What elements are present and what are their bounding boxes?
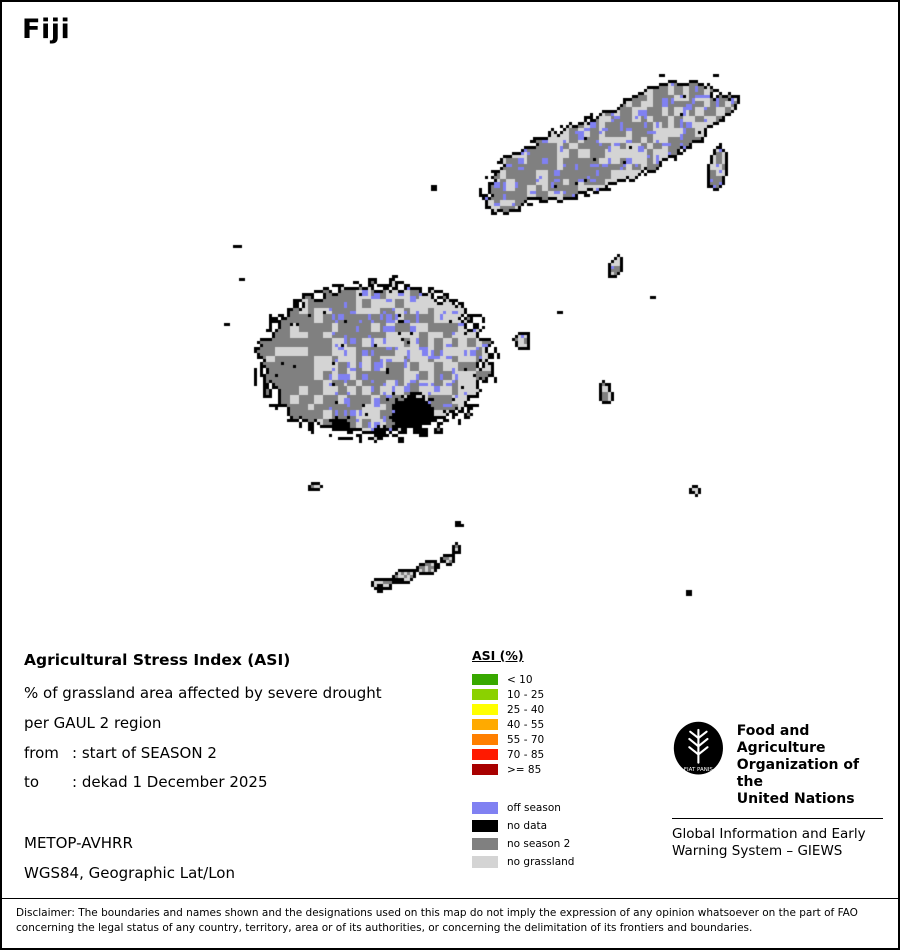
asi-class-label: >= 85 <box>507 763 542 776</box>
fao-org-name: Food and Agriculture Organization of the… <box>737 718 888 808</box>
fiji-asi-raster-map <box>2 2 898 642</box>
to-line: to : dekad 1 December 2025 <box>24 773 268 791</box>
asi-class-label: 25 - 40 <box>507 703 545 716</box>
fao-divider <box>672 818 883 819</box>
asi-heading: Agricultural Stress Index (ASI) <box>24 651 291 669</box>
asi-class-swatch <box>472 734 498 745</box>
from-line: from : start of SEASON 2 <box>24 744 217 762</box>
asi-legend-title: ASI (%) <box>472 648 524 663</box>
fao-org-line: Organization of the <box>736 757 860 790</box>
fao-block: FIAT PANIS Food and Agriculture Organiza… <box>672 718 888 860</box>
asi-category-swatch <box>472 802 498 814</box>
disclaimer-line: Disclaimer: The boundaries and names sho… <box>16 907 858 919</box>
projection-line: WGS84, Geographic Lat/Lon <box>24 864 235 882</box>
fao-logo: FIAT PANIS <box>673 721 723 775</box>
asi-class-label: 40 - 55 <box>507 718 545 731</box>
giews-line: Global Information and Early <box>672 826 866 842</box>
asi-class-swatch <box>472 719 498 730</box>
from-value: : start of SEASON 2 <box>72 744 217 762</box>
asi-class-swatch <box>472 764 498 775</box>
asi-category-label: no grassland <box>507 856 575 868</box>
asi-description-line: % of grassland area affected by severe d… <box>24 684 382 702</box>
asi-category-swatch <box>472 856 498 868</box>
asi-category-label: off season <box>507 802 561 814</box>
asi-category-row: no grassland <box>472 853 622 871</box>
asi-category-row: no season 2 <box>472 835 622 853</box>
asi-class-label: 10 - 25 <box>507 688 545 701</box>
fao-org-line: United Nations <box>736 791 855 807</box>
asi-class-row: 70 - 85 <box>472 747 622 762</box>
disclaimer-bar: Disclaimer: The boundaries and names sho… <box>2 898 898 948</box>
asi-class-label: 55 - 70 <box>507 733 545 746</box>
asi-category-swatch <box>472 838 498 850</box>
asi-class-label: 70 - 85 <box>507 748 545 761</box>
fao-motto: FIAT PANIS <box>684 767 713 773</box>
asi-class-row: 40 - 55 <box>472 717 622 732</box>
giews-line: Warning System – GIEWS <box>672 843 843 859</box>
asi-class-row: 55 - 70 <box>472 732 622 747</box>
asi-class-row: 10 - 25 <box>472 687 622 702</box>
asi-class-swatch <box>472 689 498 700</box>
asi-class-row: >= 85 <box>472 762 622 777</box>
asi-class-label: < 10 <box>507 673 533 686</box>
asi-category-row: no data <box>472 817 622 835</box>
asi-class-swatch <box>472 749 498 760</box>
from-label: from <box>24 744 59 762</box>
sensor-line: METOP-AVHRR <box>24 834 133 852</box>
asi-category-swatch <box>472 820 498 832</box>
asi-class-swatch <box>472 704 498 715</box>
gaul-region-line: per GAUL 2 region <box>24 714 162 732</box>
to-label: to <box>24 773 40 791</box>
asi-category-label: no season 2 <box>507 838 571 850</box>
fao-org-line: Food and Agriculture <box>736 723 826 756</box>
asi-category-row: off season <box>472 799 622 817</box>
asi-legend: ASI (%) < 10 10 - 25 25 - 40 40 - 55 55 … <box>472 648 622 871</box>
giews-caption: Global Information and Early Warning Sys… <box>672 826 888 860</box>
asi-class-row: 25 - 40 <box>472 702 622 717</box>
fao-row: FIAT PANIS Food and Agriculture Organiza… <box>672 718 888 808</box>
asi-class-row: < 10 <box>472 672 622 687</box>
disclaimer-line: concerning the legal status of any count… <box>16 922 753 934</box>
asi-class-swatch <box>472 674 498 685</box>
asi-category-label: no data <box>507 820 548 832</box>
asi-category-group: off season no data no season 2 no grassl… <box>472 799 622 871</box>
to-value: : dekad 1 December 2025 <box>72 773 268 791</box>
